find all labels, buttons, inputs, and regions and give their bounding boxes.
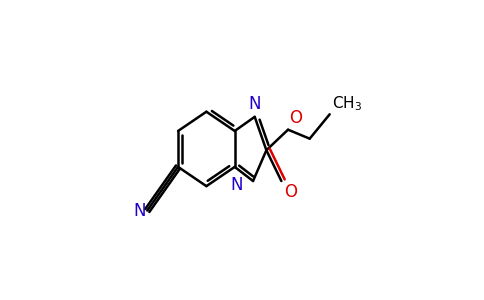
Text: N: N bbox=[248, 95, 261, 113]
Text: O: O bbox=[289, 110, 302, 128]
Text: O: O bbox=[284, 183, 297, 201]
Text: CH$_3$: CH$_3$ bbox=[332, 94, 362, 113]
Text: N: N bbox=[133, 202, 145, 220]
Text: N: N bbox=[230, 176, 243, 194]
